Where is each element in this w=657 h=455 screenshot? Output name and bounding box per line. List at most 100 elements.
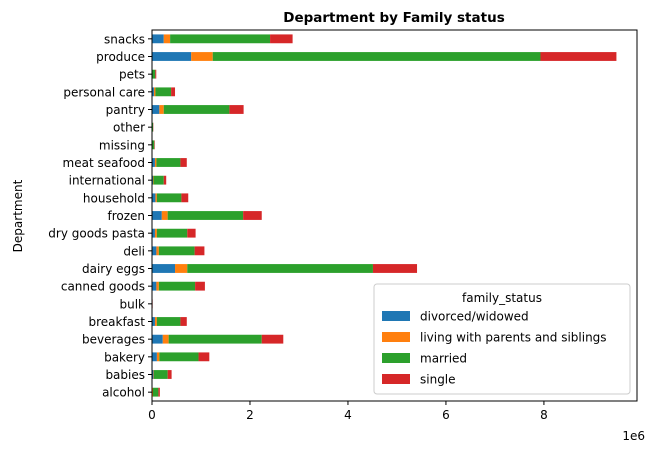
legend-label: living with parents and siblings xyxy=(420,331,607,345)
y-tick-label: missing xyxy=(99,138,145,152)
legend: family_status divorced/widowed living wit… xyxy=(374,284,630,394)
y-tick-label: dairy eggs xyxy=(82,262,145,276)
bar-dry-goods-pasta-series-3 xyxy=(187,229,195,238)
bar-dairy-eggs-series-0 xyxy=(152,264,175,273)
y-tick-label: household xyxy=(83,191,145,205)
bar-international-series-2 xyxy=(153,176,163,185)
x-axis-multiplier: 1e6 xyxy=(622,429,645,443)
bar-meat-seafood-series-2 xyxy=(156,158,180,167)
bar-personal-care-series-1 xyxy=(154,87,155,96)
bar-deli-series-0 xyxy=(152,246,156,255)
y-tick-label: meat seafood xyxy=(63,156,145,170)
bar-produce-series-1 xyxy=(191,52,213,61)
x-tick-label: 6 xyxy=(442,408,450,422)
bar-babies-series-2 xyxy=(154,370,168,379)
y-tick-label: breakfast xyxy=(88,315,145,329)
bar-international-series-3 xyxy=(164,176,166,185)
bar-dry-goods-pasta-series-2 xyxy=(157,229,187,238)
bar-frozen-series-1 xyxy=(162,211,168,220)
y-tick-label: pets xyxy=(119,68,145,82)
y-tick-label: personal care xyxy=(63,85,145,99)
bar-deli-series-1 xyxy=(156,246,158,255)
bar-produce-series-3 xyxy=(540,52,616,61)
bar-deli-series-2 xyxy=(159,246,195,255)
legend-swatch xyxy=(382,332,410,342)
legend-label: divorced/widowed xyxy=(420,310,529,324)
bar-pets-series-3 xyxy=(155,70,156,79)
bar-beverages-series-1 xyxy=(163,335,169,344)
bar-pets-series-2 xyxy=(152,70,155,79)
legend-label: married xyxy=(420,352,467,366)
bar-household-series-0 xyxy=(152,193,155,202)
y-tick-label: international xyxy=(69,174,145,188)
bar-snacks-series-0 xyxy=(152,34,164,43)
y-tick-label: frozen xyxy=(107,209,145,223)
bar-dairy-eggs-series-2 xyxy=(187,264,373,273)
bar-household-series-3 xyxy=(181,193,188,202)
chart-title: Department by Family status xyxy=(283,10,504,26)
bar-dairy-eggs-series-1 xyxy=(175,264,187,273)
y-tick-label: pantry xyxy=(106,103,145,117)
legend-swatch xyxy=(382,353,410,363)
x-tick-label: 4 xyxy=(344,408,352,422)
bar-meat-seafood-series-3 xyxy=(180,158,186,167)
y-tick-label: alcohol xyxy=(102,386,145,400)
bar-pantry-series-3 xyxy=(229,105,243,114)
bar-snacks-series-2 xyxy=(170,34,270,43)
y-tick-label: babies xyxy=(105,368,145,382)
y-tick-label: bulk xyxy=(119,297,145,311)
legend-label: single xyxy=(420,373,456,387)
x-tick-label: 8 xyxy=(540,408,548,422)
bar-canned-goods-series-0 xyxy=(152,282,156,291)
bar-dry-goods-pasta-series-1 xyxy=(155,229,157,238)
y-tick-label: dry goods pasta xyxy=(48,227,145,241)
bar-pantry-series-1 xyxy=(159,105,163,114)
x-tick-label: 2 xyxy=(246,408,254,422)
y-ticks-group: alcohol babies bakery beverages breakfast bul… xyxy=(48,32,152,399)
bar-canned-goods-series-2 xyxy=(159,282,195,291)
legend-swatch xyxy=(382,311,410,321)
x-ticks-group: 0 2 4 6 8 xyxy=(148,401,548,422)
bar-beverages-series-2 xyxy=(169,335,262,344)
bar-breakfast-series-3 xyxy=(180,317,186,326)
bar-deli-series-3 xyxy=(195,246,205,255)
bar-produce-series-0 xyxy=(152,52,191,61)
bar-dairy-eggs-series-3 xyxy=(373,264,417,273)
y-tick-label: beverages xyxy=(82,333,145,347)
bar-bakery-series-1 xyxy=(157,352,159,361)
bar-alcohol-series-2 xyxy=(153,388,158,397)
bar-missing-series-2 xyxy=(152,140,154,149)
legend-title: family_status xyxy=(462,291,542,305)
bar-canned-goods-series-3 xyxy=(195,282,205,291)
bar-produce-series-2 xyxy=(213,52,541,61)
bar-personal-care-series-2 xyxy=(155,87,171,96)
bar-pantry-series-2 xyxy=(164,105,230,114)
bar-frozen-series-2 xyxy=(168,211,243,220)
bar-frozen-series-3 xyxy=(243,211,262,220)
bar-frozen-series-0 xyxy=(152,211,162,220)
legend-swatch xyxy=(382,374,410,384)
y-tick-label: other xyxy=(113,121,145,135)
bar-bakery-series-2 xyxy=(159,352,198,361)
bar-bakery-series-0 xyxy=(152,352,157,361)
y-tick-label: bakery xyxy=(104,350,145,364)
y-tick-label: produce xyxy=(96,50,145,64)
bar-household-series-2 xyxy=(157,193,181,202)
bar-alcohol-series-3 xyxy=(158,388,159,397)
bar-bakery-series-3 xyxy=(199,352,210,361)
bar-household-series-1 xyxy=(155,193,156,202)
bar-breakfast-series-2 xyxy=(157,317,181,326)
bar-snacks-series-3 xyxy=(270,34,293,43)
bar-breakfast-series-1 xyxy=(155,317,157,326)
bar-beverages-series-3 xyxy=(262,335,284,344)
bar-personal-care-series-3 xyxy=(171,87,175,96)
y-tick-label: canned goods xyxy=(61,280,145,294)
bar-beverages-series-0 xyxy=(152,335,163,344)
bar-canned-goods-series-1 xyxy=(156,282,158,291)
bar-meat-seafood-series-1 xyxy=(155,158,156,167)
y-tick-label: snacks xyxy=(104,32,145,46)
bar-babies-series-3 xyxy=(168,370,172,379)
x-tick-label: 0 xyxy=(148,408,156,422)
